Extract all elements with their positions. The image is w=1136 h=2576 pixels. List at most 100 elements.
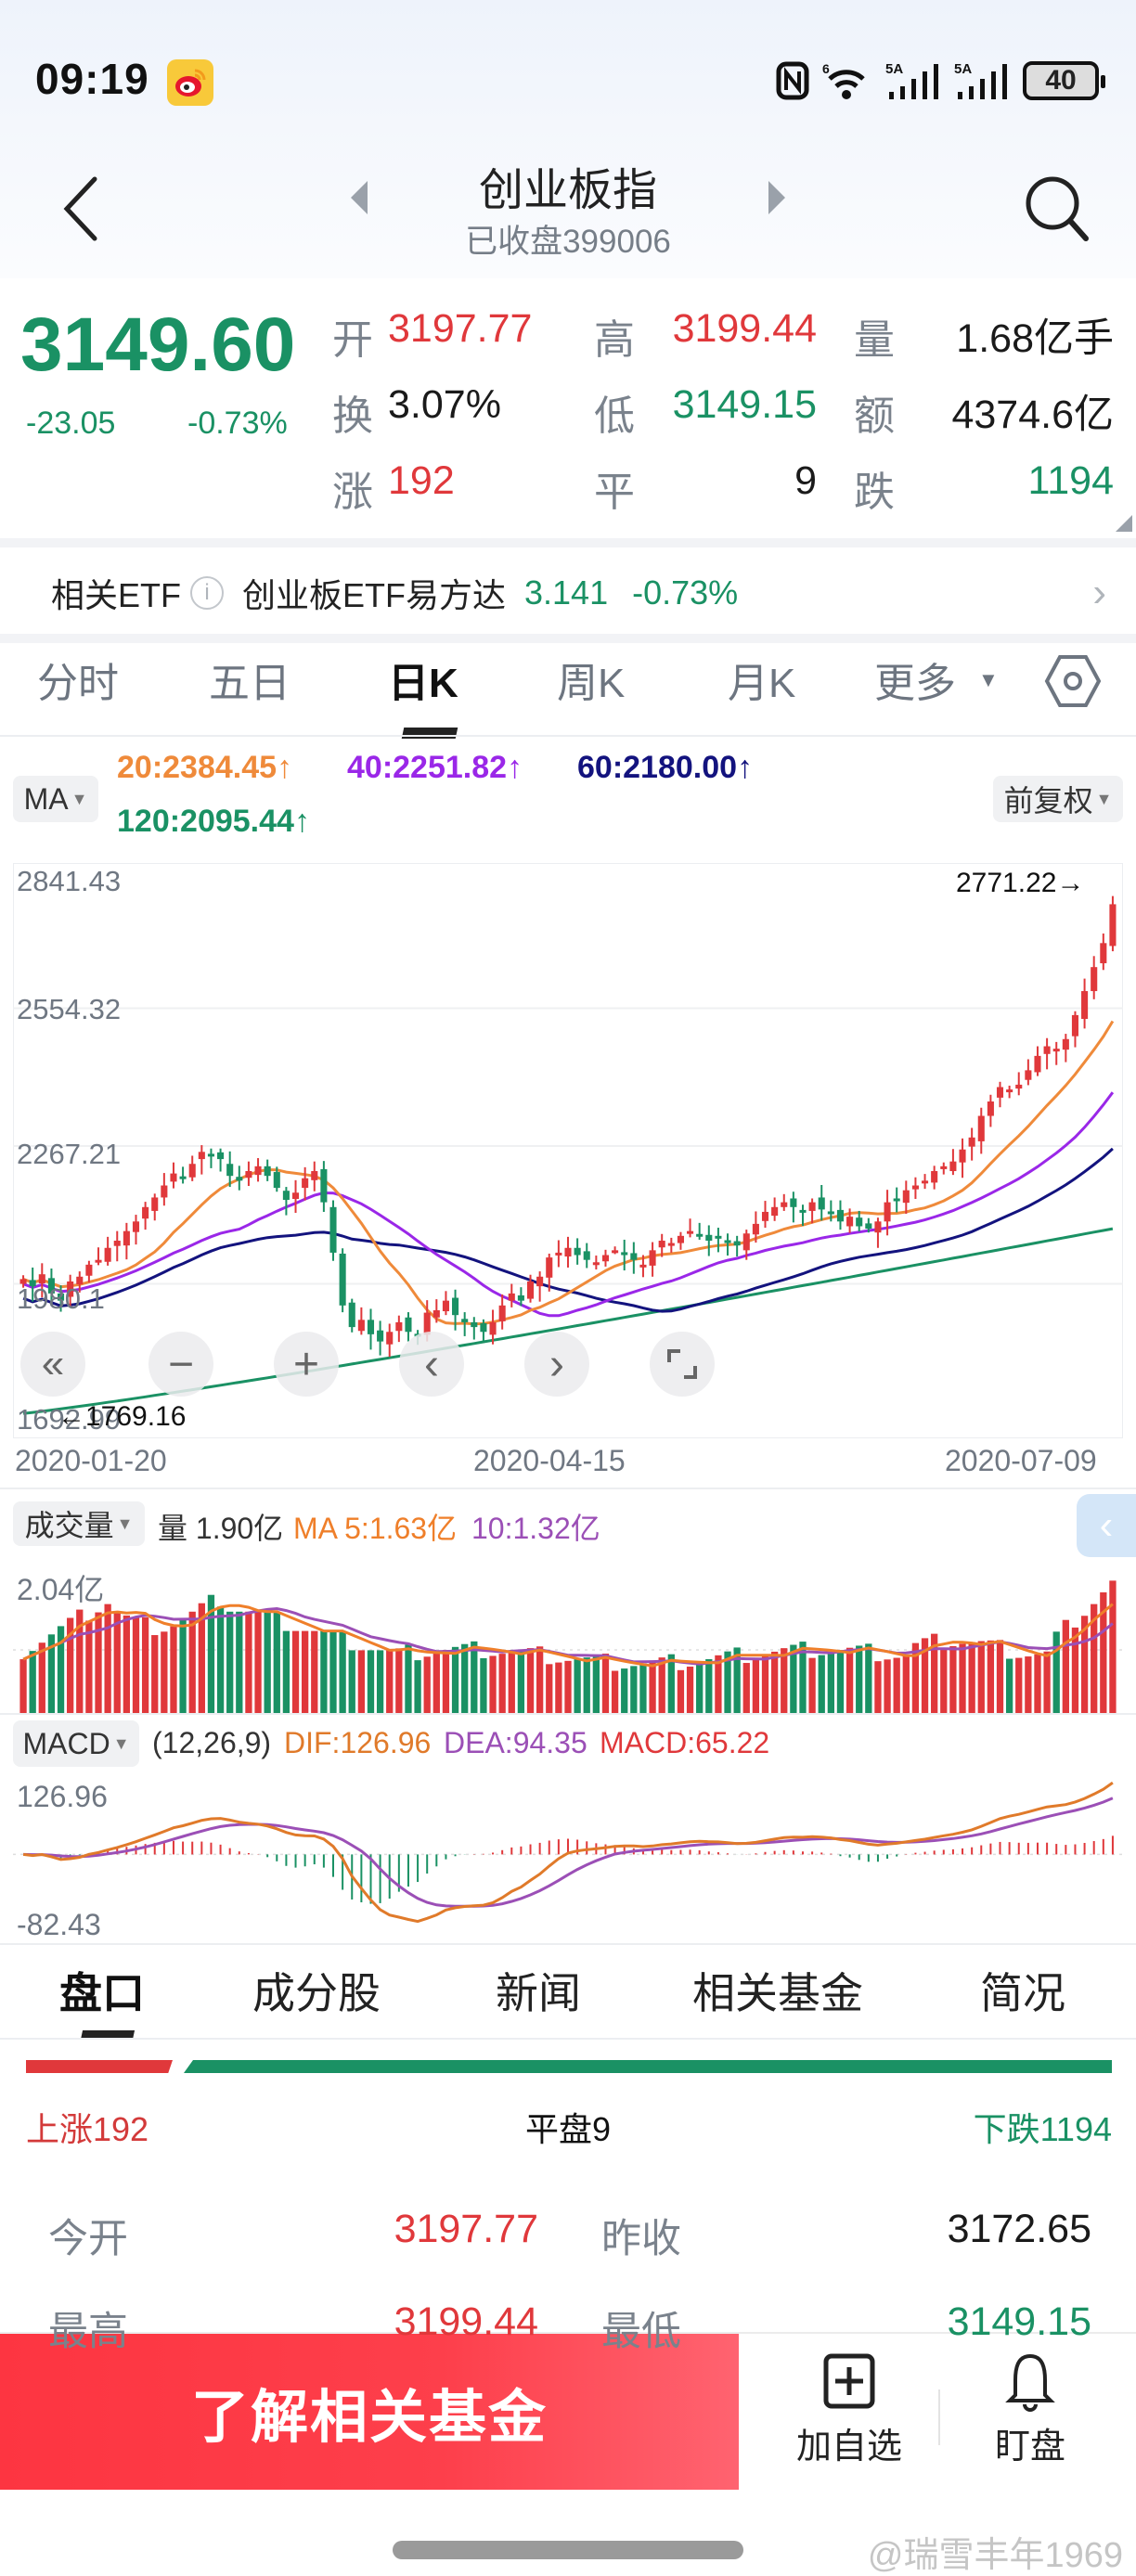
quote-field-value: 4374.6亿 — [951, 393, 1114, 437]
quote-field-label: 额 — [854, 393, 895, 439]
page-subtitle: 已收盘399006 — [465, 224, 671, 260]
info-icon[interactable]: i — [190, 576, 224, 610]
double-chevron-left-icon: « — [41, 1341, 65, 1386]
signal-icon-1: 5A — [885, 61, 938, 99]
volume-current: 量 1.90亿 — [158, 1512, 284, 1545]
scroll-left-button[interactable]: ‹ — [399, 1332, 464, 1397]
quote-field-label: 低 — [594, 393, 635, 439]
adjust-dropdown[interactable]: 前复权 ▼ — [993, 776, 1123, 822]
chart-tab[interactable]: 分时 — [37, 661, 119, 706]
dropdown-caret-icon: ▼ — [71, 789, 88, 808]
quote-field-value: 3149.15 — [672, 382, 817, 427]
detail-label: 最高 — [48, 2310, 128, 2354]
quote-field-label: 高 — [594, 317, 635, 363]
watch-alert-button[interactable]: 盯盘 — [975, 2352, 1086, 2473]
etf-label: 相关ETF — [51, 576, 181, 614]
watch-alert-label: 盯盘 — [994, 2428, 1065, 2467]
chart-tab[interactable]: 月K — [728, 661, 796, 706]
quote-field-value: 3199.44 — [672, 306, 817, 351]
chart-tab[interactable]: 五日 — [209, 661, 290, 706]
scroll-left-fast-button[interactable]: « — [20, 1332, 85, 1397]
chevron-left-icon: ‹ — [1099, 1502, 1114, 1548]
quote-field-value: 1.68亿手 — [956, 316, 1114, 361]
next-stock-arrow[interactable] — [768, 181, 785, 214]
zoom-in-button[interactable]: + — [274, 1332, 339, 1397]
related-etf-row[interactable]: 相关ETF i 创业板ETF易方达 3.141 -0.73% › — [0, 552, 1136, 634]
quote-field-label: 量 — [854, 317, 895, 363]
active-tab-indicator — [401, 728, 458, 739]
dropdown-caret-icon: ▼ — [1095, 789, 1113, 808]
watermark: @瑞雪丰年1969 — [867, 2536, 1123, 2575]
detail-label: 今开 — [48, 2217, 128, 2261]
fullscreen-button[interactable] — [650, 1332, 715, 1397]
chevron-right-icon: › — [549, 1339, 564, 1389]
detail-label: 昨收 — [601, 2217, 681, 2261]
last-price: 3149.60 — [20, 303, 296, 387]
macd-dif: DIF:126.96 — [284, 1726, 432, 1759]
wifi-icon: 6 — [822, 61, 865, 99]
section-divider — [0, 634, 1136, 643]
settings-hexagon-icon — [1044, 655, 1102, 707]
etf-name: 创业板ETF易方达 — [242, 576, 506, 614]
ma60-label: 60:2180.00↑ — [577, 750, 754, 785]
side-panel-toggle[interactable]: ‹ — [1077, 1494, 1136, 1557]
chevron-left-icon: ‹ — [424, 1339, 439, 1389]
chart-settings-button[interactable] — [1043, 651, 1103, 711]
back-button[interactable] — [56, 172, 111, 246]
macd-y-min: -82.43 — [17, 1908, 101, 1941]
etf-change-pct: -0.73% — [632, 573, 739, 612]
candlestick-chart[interactable] — [13, 863, 1123, 1438]
chevron-left-icon — [63, 176, 97, 241]
detail-tab[interactable]: 盘口 — [59, 1969, 145, 2017]
weibo-app-icon — [167, 59, 213, 106]
macd-dea: DEA:94.35 — [444, 1726, 587, 1759]
quote-field-value: 192 — [388, 458, 455, 503]
volume-indicator-label: 成交量 — [24, 1509, 114, 1542]
search-button[interactable] — [1021, 170, 1091, 244]
divider — [0, 1488, 1136, 1489]
adjust-label: 前复权 — [1003, 784, 1093, 818]
search-icon — [1026, 176, 1089, 241]
y-tick-2: 2554.32 — [17, 993, 122, 1025]
detail-tab[interactable]: 简况 — [980, 1969, 1065, 2017]
svg-text:5A: 5A — [885, 61, 903, 77]
ma-selector-label: MA — [23, 781, 69, 816]
detail-value: 3199.44 — [394, 2299, 538, 2344]
scroll-right-button[interactable]: › — [524, 1332, 589, 1397]
volume-chart[interactable] — [13, 1559, 1123, 1713]
expand-corner-icon[interactable] — [1116, 515, 1132, 532]
detail-tab[interactable]: 相关基金 — [692, 1969, 863, 2017]
add-watchlist-button[interactable]: 加自选 — [789, 2352, 910, 2473]
learn-funds-button[interactable]: 了解相关基金 — [0, 2334, 739, 2490]
home-indicator[interactable] — [393, 2541, 743, 2559]
section-divider — [0, 538, 1136, 547]
quote-field-value: 1194 — [1027, 458, 1114, 503]
zoom-out-button[interactable]: − — [148, 1332, 213, 1397]
add-square-icon — [823, 2353, 875, 2409]
quote-field-label: 跌 — [854, 470, 895, 515]
macd-chart[interactable] — [13, 1774, 1123, 1941]
prev-stock-arrow[interactable] — [351, 181, 368, 214]
detail-value: 3172.65 — [947, 2207, 1091, 2251]
chart-tab[interactable]: 日K — [388, 661, 458, 706]
divider — [0, 1713, 1136, 1715]
quote-field-value: 3197.77 — [388, 306, 533, 351]
y-tick-3: 2267.21 — [17, 1138, 122, 1170]
divider — [0, 735, 1136, 737]
volume-indicator-dropdown[interactable]: 成交量 ▼ — [13, 1501, 145, 1546]
decliners-bar — [184, 2060, 1112, 2073]
bottom-action-bar: 了解相关基金 加自选 盯盘 — [0, 2332, 1136, 2490]
ma-selector-dropdown[interactable]: MA ▼ — [13, 776, 98, 822]
volume-y-tick: 2.04亿 — [17, 1573, 105, 1606]
quote-field-value: 9 — [794, 458, 817, 503]
divider — [0, 2038, 1136, 2040]
x-tick-end: 2020-07-09 — [945, 1444, 1097, 1477]
advancers-count: 上涨192 — [26, 2110, 149, 2148]
x-tick-start: 2020-01-20 — [15, 1444, 167, 1477]
detail-tab[interactable]: 成分股 — [252, 1969, 381, 2017]
chart-tab[interactable]: 周K — [557, 661, 626, 706]
chart-tab[interactable]: 更多 — [874, 661, 956, 706]
y-tick-max: 2841.43 — [17, 865, 122, 897]
detail-tab[interactable]: 新闻 — [496, 1969, 581, 2017]
macd-indicator-dropdown[interactable]: MACD ▼ — [13, 1720, 139, 1767]
